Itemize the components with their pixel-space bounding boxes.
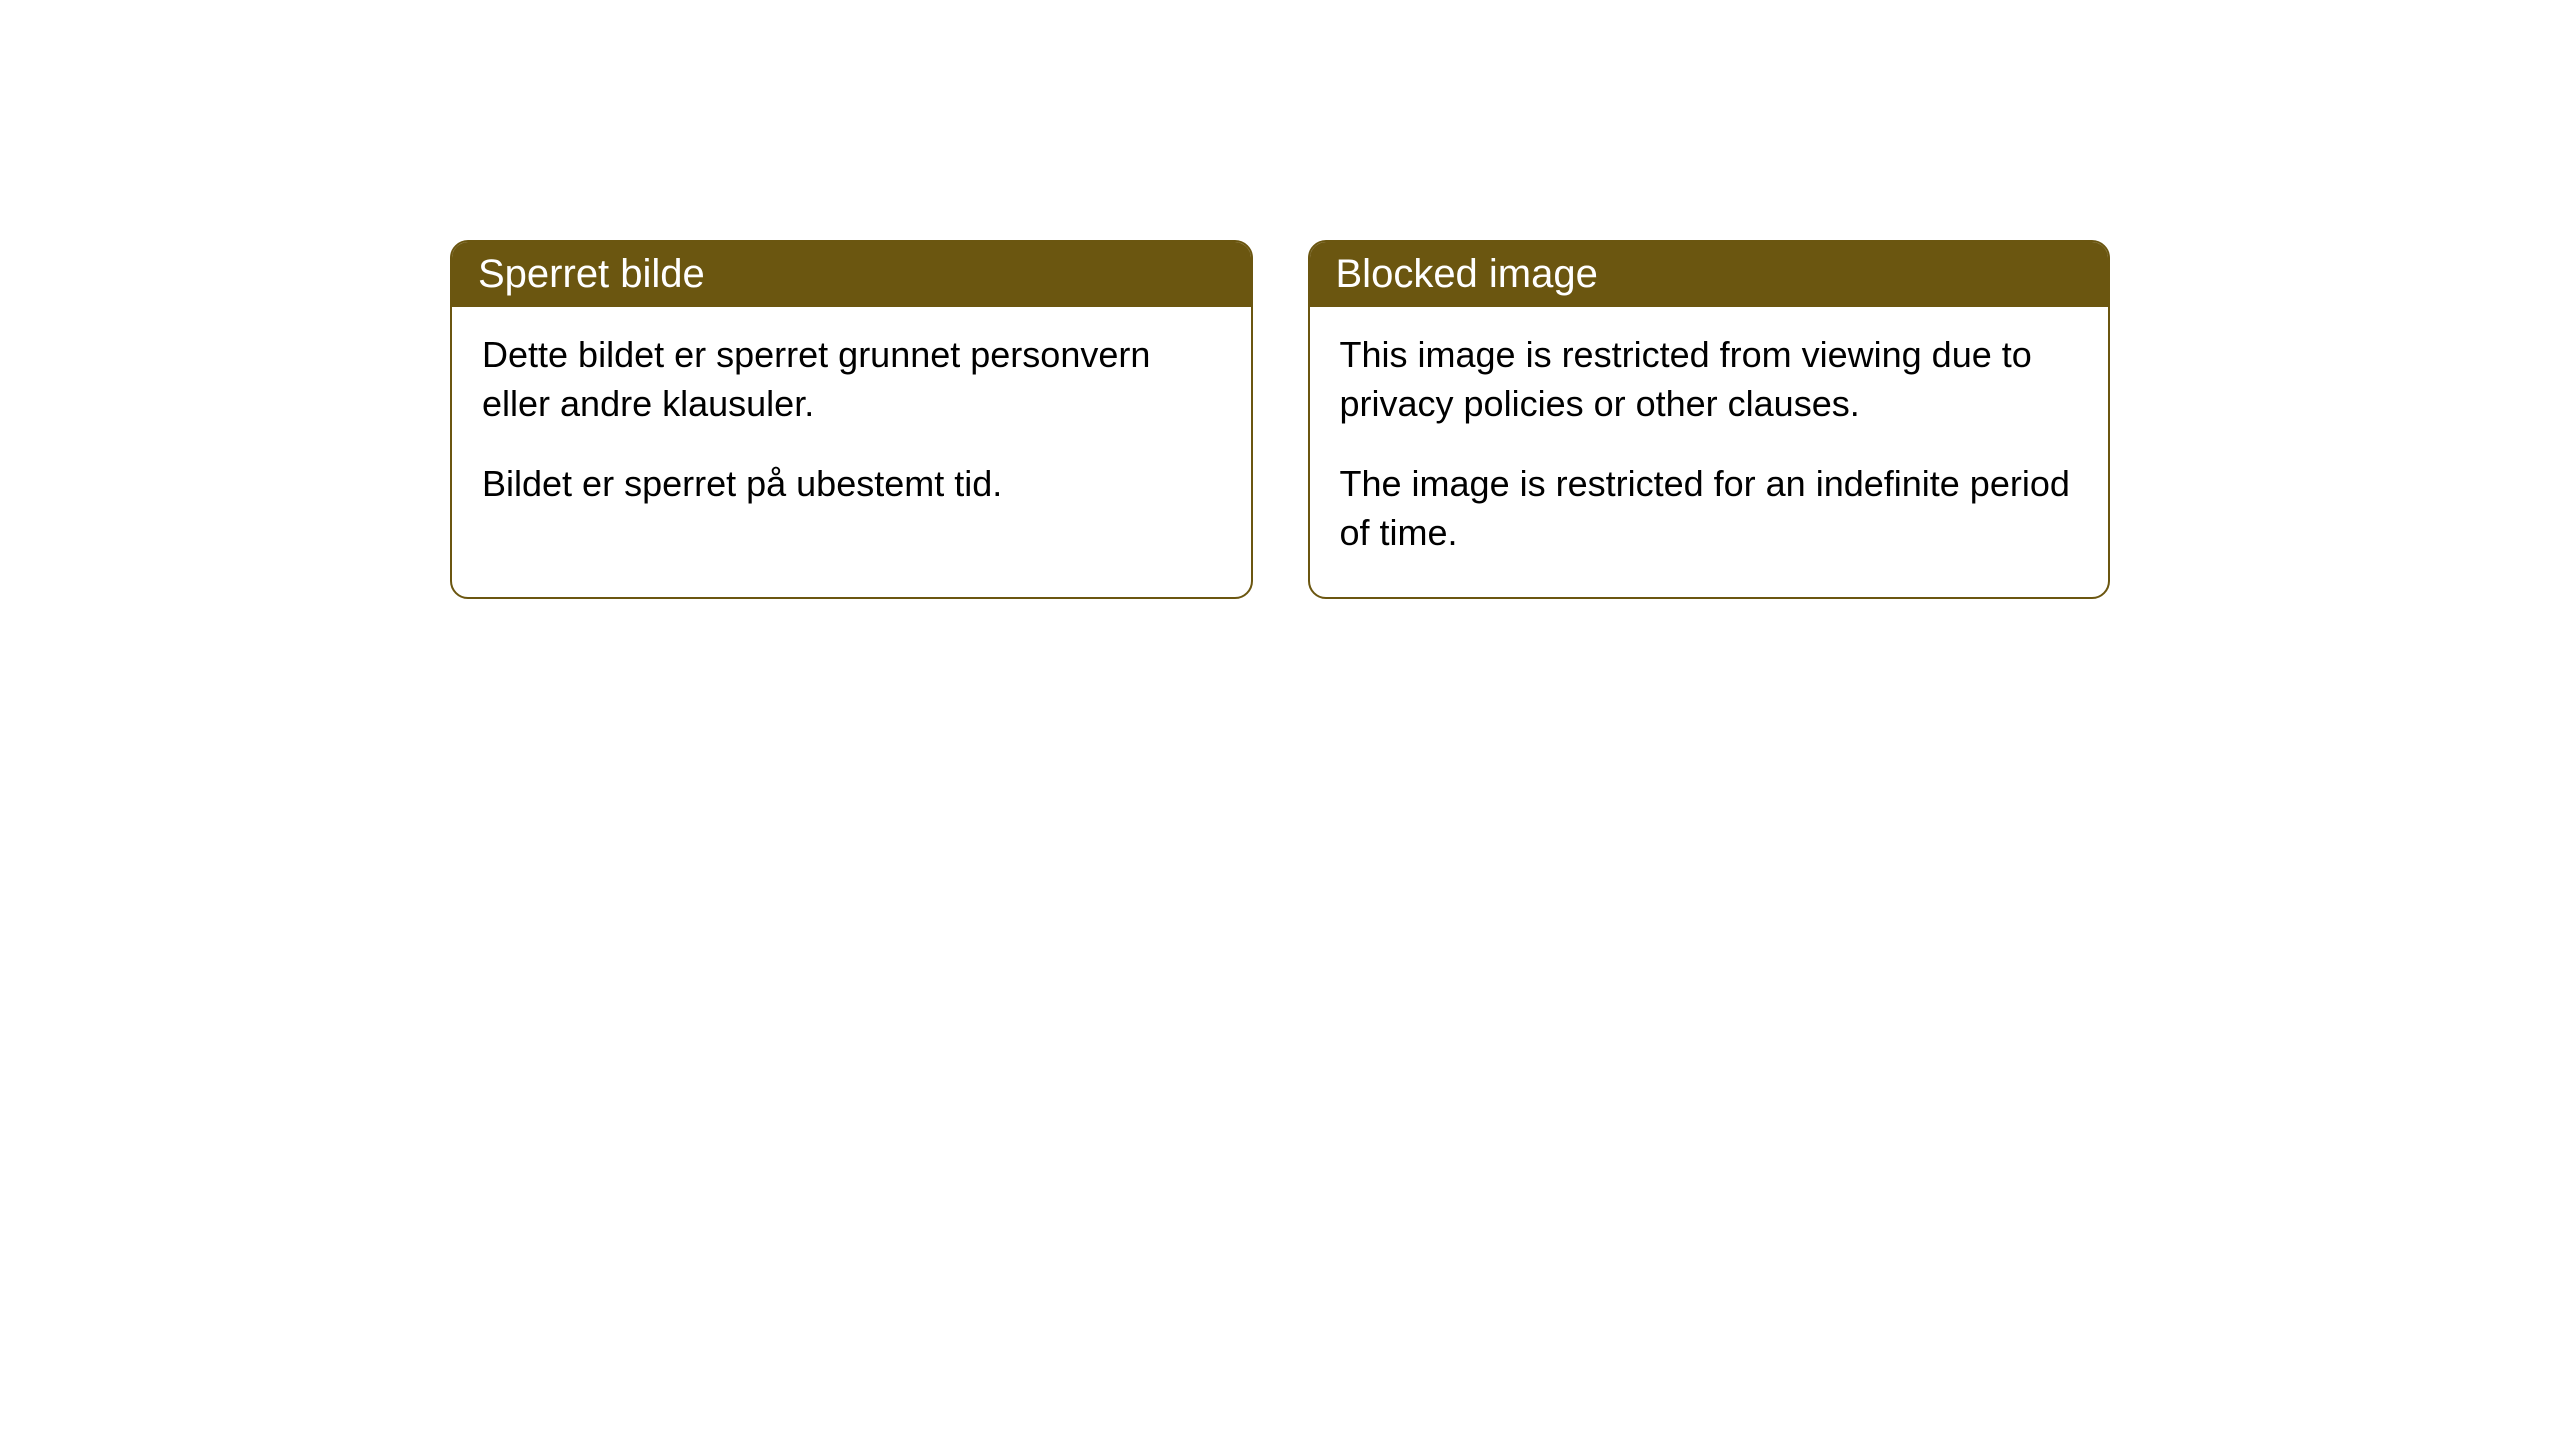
card-title: Sperret bilde — [478, 252, 705, 296]
notice-paragraph-2: The image is restricted for an indefinit… — [1340, 460, 2079, 557]
notice-paragraph-1: Dette bildet er sperret grunnet personve… — [482, 331, 1221, 428]
notice-card-english: Blocked image This image is restricted f… — [1308, 240, 2111, 599]
card-title: Blocked image — [1336, 252, 1598, 296]
notice-paragraph-2: Bildet er sperret på ubestemt tid. — [482, 460, 1221, 509]
card-header: Sperret bilde — [452, 242, 1251, 307]
notice-card-norwegian: Sperret bilde Dette bildet er sperret gr… — [450, 240, 1253, 599]
card-body: This image is restricted from viewing du… — [1310, 307, 2109, 597]
notice-paragraph-1: This image is restricted from viewing du… — [1340, 331, 2079, 428]
card-body: Dette bildet er sperret grunnet personve… — [452, 307, 1251, 549]
card-header: Blocked image — [1310, 242, 2109, 307]
notice-cards-container: Sperret bilde Dette bildet er sperret gr… — [450, 240, 2110, 599]
